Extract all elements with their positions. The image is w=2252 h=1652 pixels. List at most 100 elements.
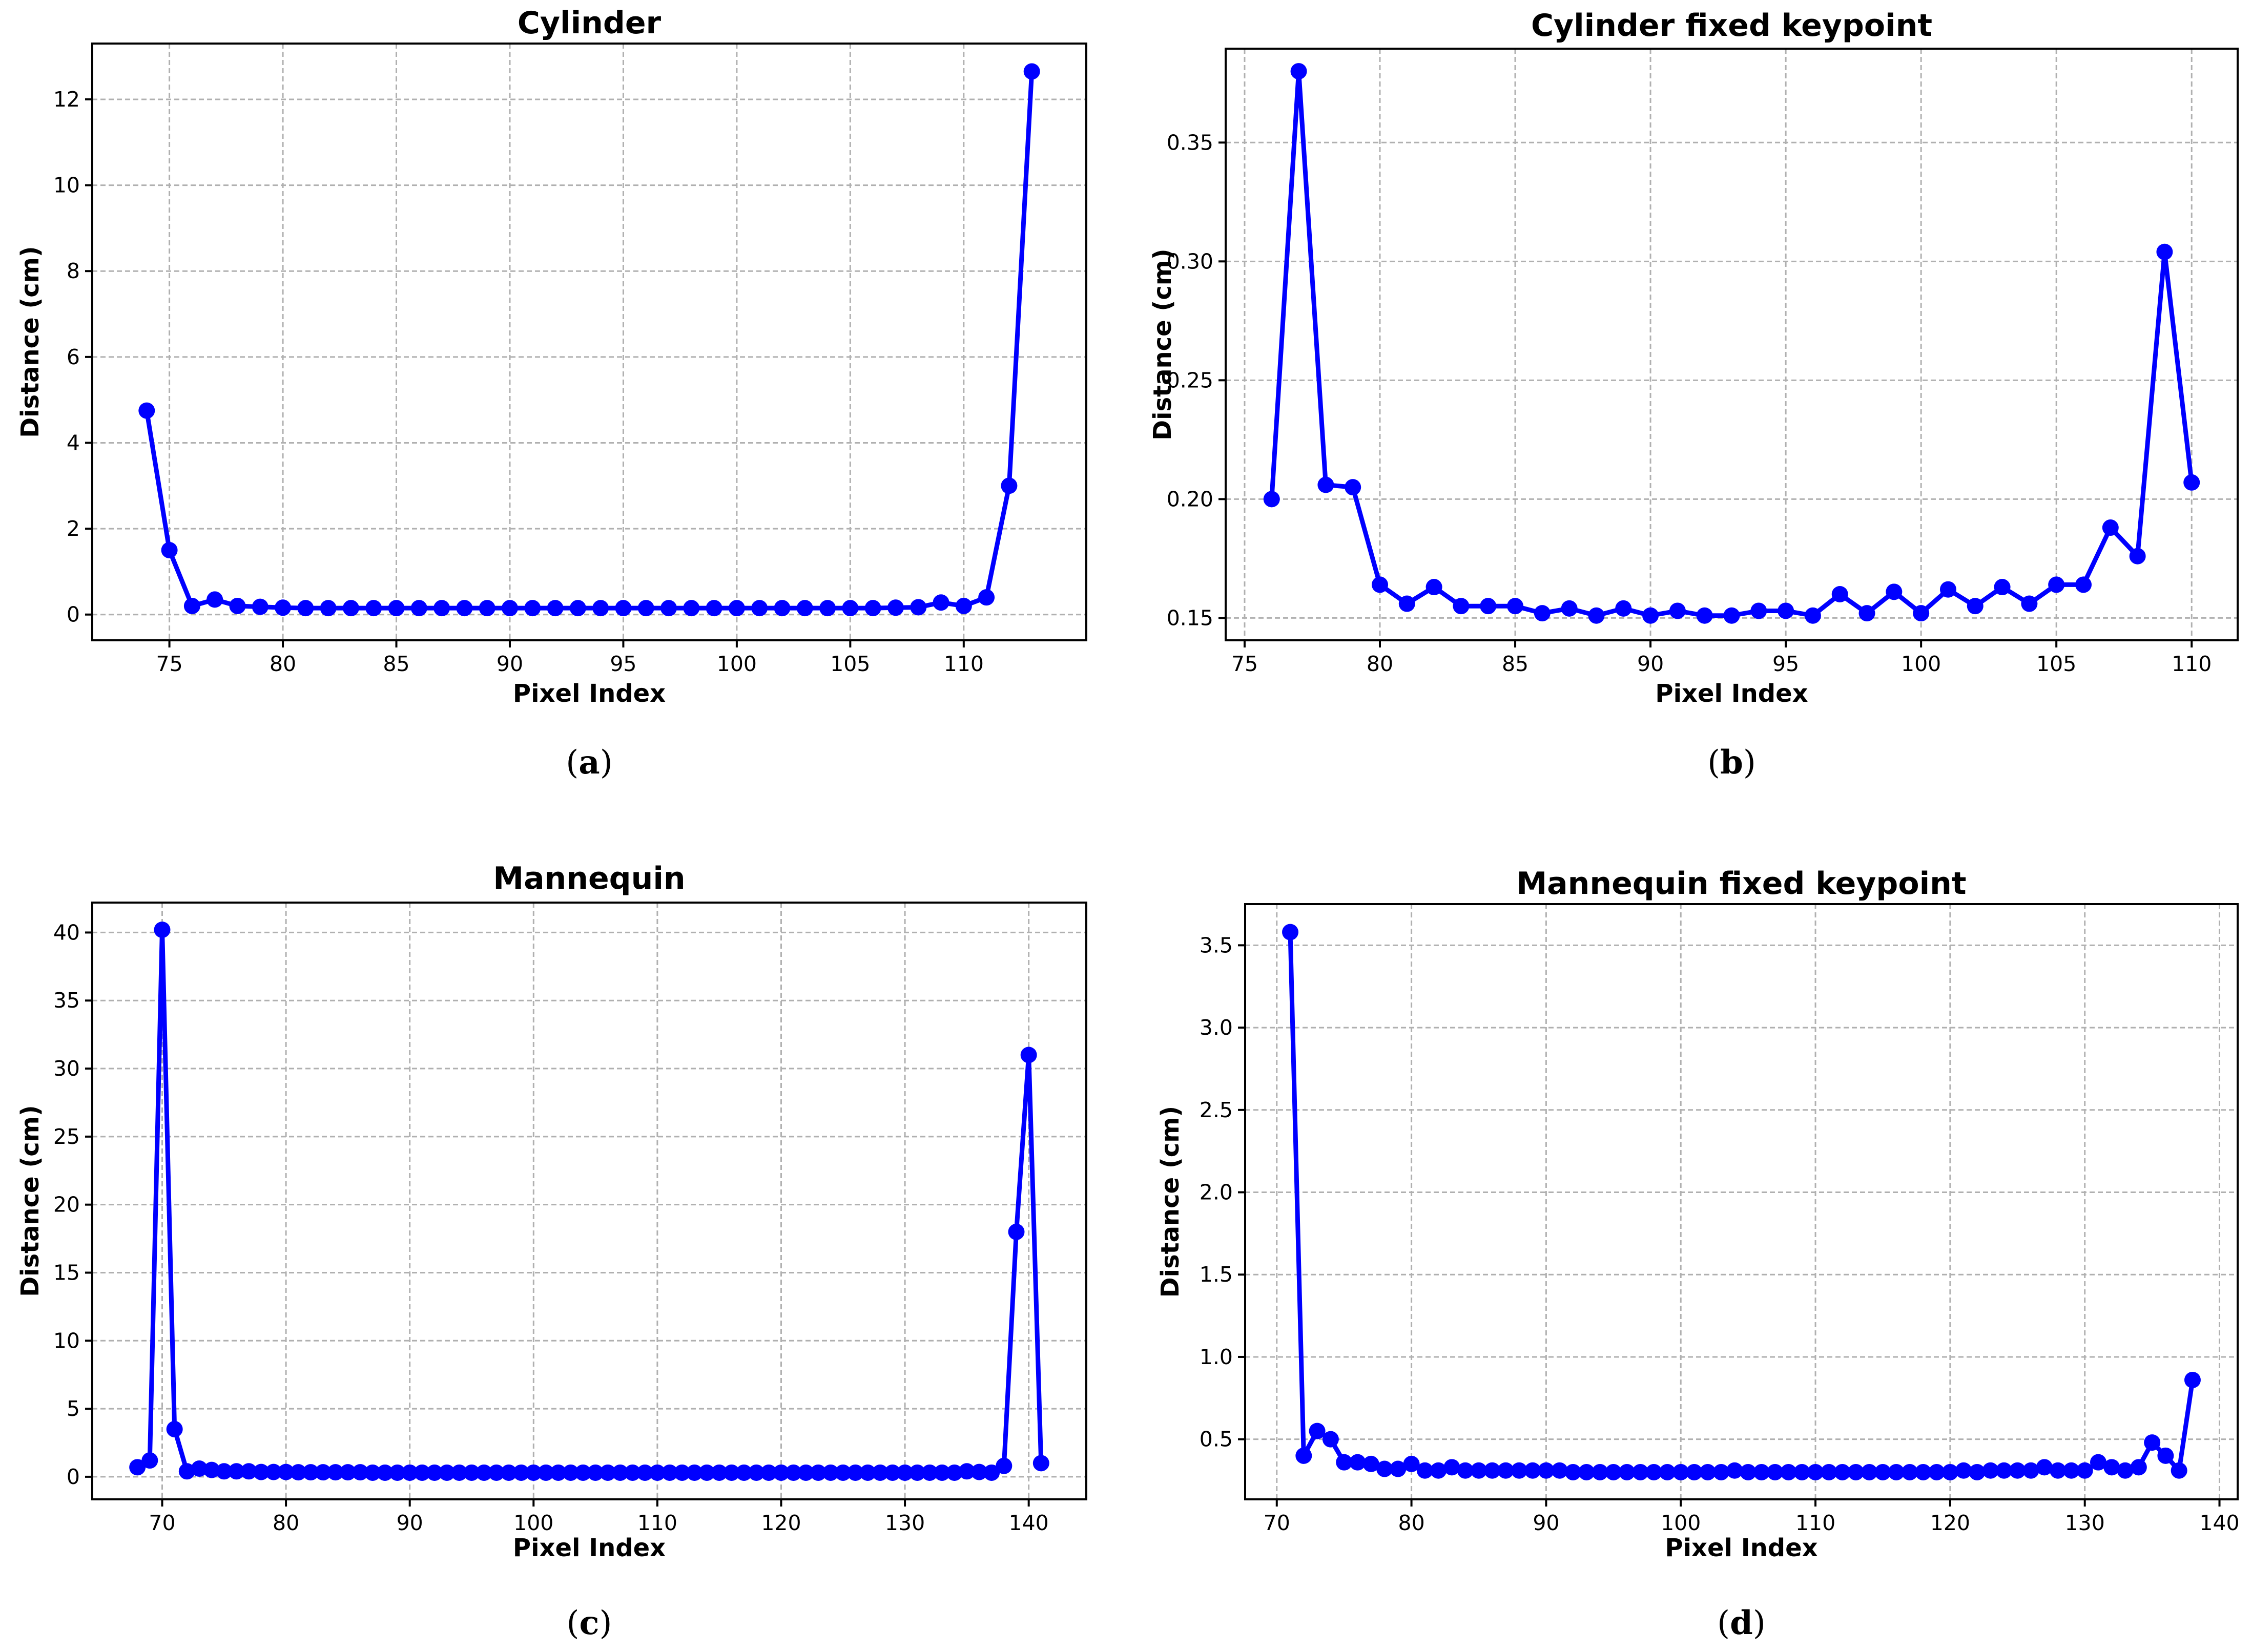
- chart-title: Mannequin fixed keypoint: [1516, 866, 1966, 902]
- data-point: [921, 1464, 938, 1481]
- data-point: [1605, 1463, 1622, 1480]
- data-point: [569, 600, 586, 617]
- data-point: [138, 402, 155, 419]
- data-point: [1847, 1463, 1864, 1480]
- data-point: [2075, 576, 2092, 593]
- data-point: [978, 589, 995, 606]
- data-point: [1913, 605, 1930, 622]
- data-point: [1403, 1455, 1420, 1472]
- data-point: [1778, 602, 1794, 619]
- data-point: [2036, 1459, 2053, 1476]
- data-point: [796, 600, 813, 617]
- data-point: [636, 1464, 653, 1481]
- data-point: [711, 1464, 728, 1481]
- x-tick-label: 110: [2172, 652, 2212, 676]
- caption-letter: a: [579, 743, 600, 782]
- data-point: [735, 1464, 752, 1481]
- data-point: [463, 1464, 480, 1481]
- data-point: [910, 599, 927, 616]
- data-point: [996, 1457, 1013, 1474]
- data-point: [456, 600, 473, 617]
- data-point: [2144, 1434, 2161, 1451]
- data-point: [2063, 1462, 2080, 1479]
- data-point: [1480, 598, 1497, 615]
- chart-title: Mannequin: [493, 861, 685, 896]
- data-point: [1295, 1447, 1312, 1464]
- data-point: [433, 600, 450, 617]
- data-point: [649, 1464, 666, 1481]
- data-point: [1642, 607, 1659, 624]
- data-point: [842, 600, 859, 617]
- data-point: [674, 1464, 691, 1481]
- x-tick-label: 100: [717, 652, 757, 676]
- data-point: [2076, 1462, 2093, 1479]
- data-point: [290, 1464, 307, 1481]
- data-point: [1834, 1463, 1851, 1480]
- data-point: [410, 600, 427, 617]
- data-point: [206, 591, 223, 608]
- data-point: [1861, 1463, 1878, 1480]
- data-point: [1753, 1463, 1770, 1480]
- data-point: [1740, 1463, 1757, 1480]
- data-point: [1672, 1463, 1689, 1480]
- data-point: [1696, 607, 1713, 624]
- y-tick-label: 0: [67, 1465, 80, 1489]
- data-point: [2184, 1371, 2201, 1388]
- data-point: [1425, 579, 1442, 596]
- data-point: [1362, 1455, 1379, 1472]
- data-point: [1939, 581, 1956, 598]
- data-point: [339, 1464, 356, 1481]
- y-tick-label: 2: [67, 516, 80, 541]
- data-point: [592, 600, 609, 617]
- data-point: [1858, 605, 1875, 622]
- x-axis-label: Pixel Index: [1665, 1534, 1817, 1562]
- data-point: [388, 600, 405, 617]
- data-point: [955, 597, 972, 614]
- y-tick-label: 0.5: [1200, 1427, 1233, 1452]
- data-point: [365, 600, 382, 617]
- plot-frame: [91, 902, 1087, 1500]
- data-point: [662, 1464, 678, 1481]
- y-tick-label: 35: [53, 988, 80, 1013]
- data-point: [342, 600, 359, 617]
- x-axis-label: Pixel Index: [1655, 679, 1808, 708]
- data-point: [872, 1464, 889, 1481]
- data-point: [1888, 1463, 1905, 1480]
- data-point: [253, 1463, 270, 1480]
- data-point: [364, 1464, 381, 1481]
- x-tick-label: 90: [497, 652, 523, 676]
- y-tick-label: 5: [67, 1396, 80, 1421]
- data-point: [624, 1464, 641, 1481]
- data-point: [1524, 1462, 1541, 1479]
- data-point: [1578, 1463, 1595, 1480]
- data-point: [547, 600, 564, 617]
- y-tick-label: 3.5: [1200, 933, 1233, 957]
- x-tick-label: 130: [885, 1511, 925, 1535]
- data-point: [2130, 1459, 2147, 1476]
- data-point: [1564, 1463, 1581, 1480]
- data-point: [562, 1464, 579, 1481]
- chart-title: Cylinder: [518, 5, 662, 41]
- y-tick-label: 0: [67, 602, 80, 627]
- data-point: [751, 600, 768, 617]
- data-point: [401, 1464, 418, 1481]
- data-point: [983, 1464, 1000, 1481]
- data-point: [933, 594, 949, 611]
- data-point: [1345, 479, 1361, 496]
- data-point: [1632, 1463, 1649, 1480]
- data-point: [377, 1464, 394, 1481]
- data-point: [859, 1464, 876, 1481]
- y-tick-label: 3.0: [1200, 1015, 1233, 1040]
- data-point: [538, 1464, 554, 1481]
- x-tick-label: 75: [156, 652, 183, 676]
- series-line: [1288, 932, 2195, 1475]
- data-point: [1349, 1454, 1366, 1471]
- data-point: [1767, 1463, 1784, 1480]
- data-point: [1282, 924, 1299, 940]
- data-point: [698, 1464, 715, 1481]
- data-point: [1699, 1463, 1716, 1480]
- data-point: [203, 1461, 220, 1478]
- y-tick-label: 0.20: [1167, 487, 1213, 511]
- data-point: [320, 600, 337, 617]
- data-point: [1831, 585, 1848, 602]
